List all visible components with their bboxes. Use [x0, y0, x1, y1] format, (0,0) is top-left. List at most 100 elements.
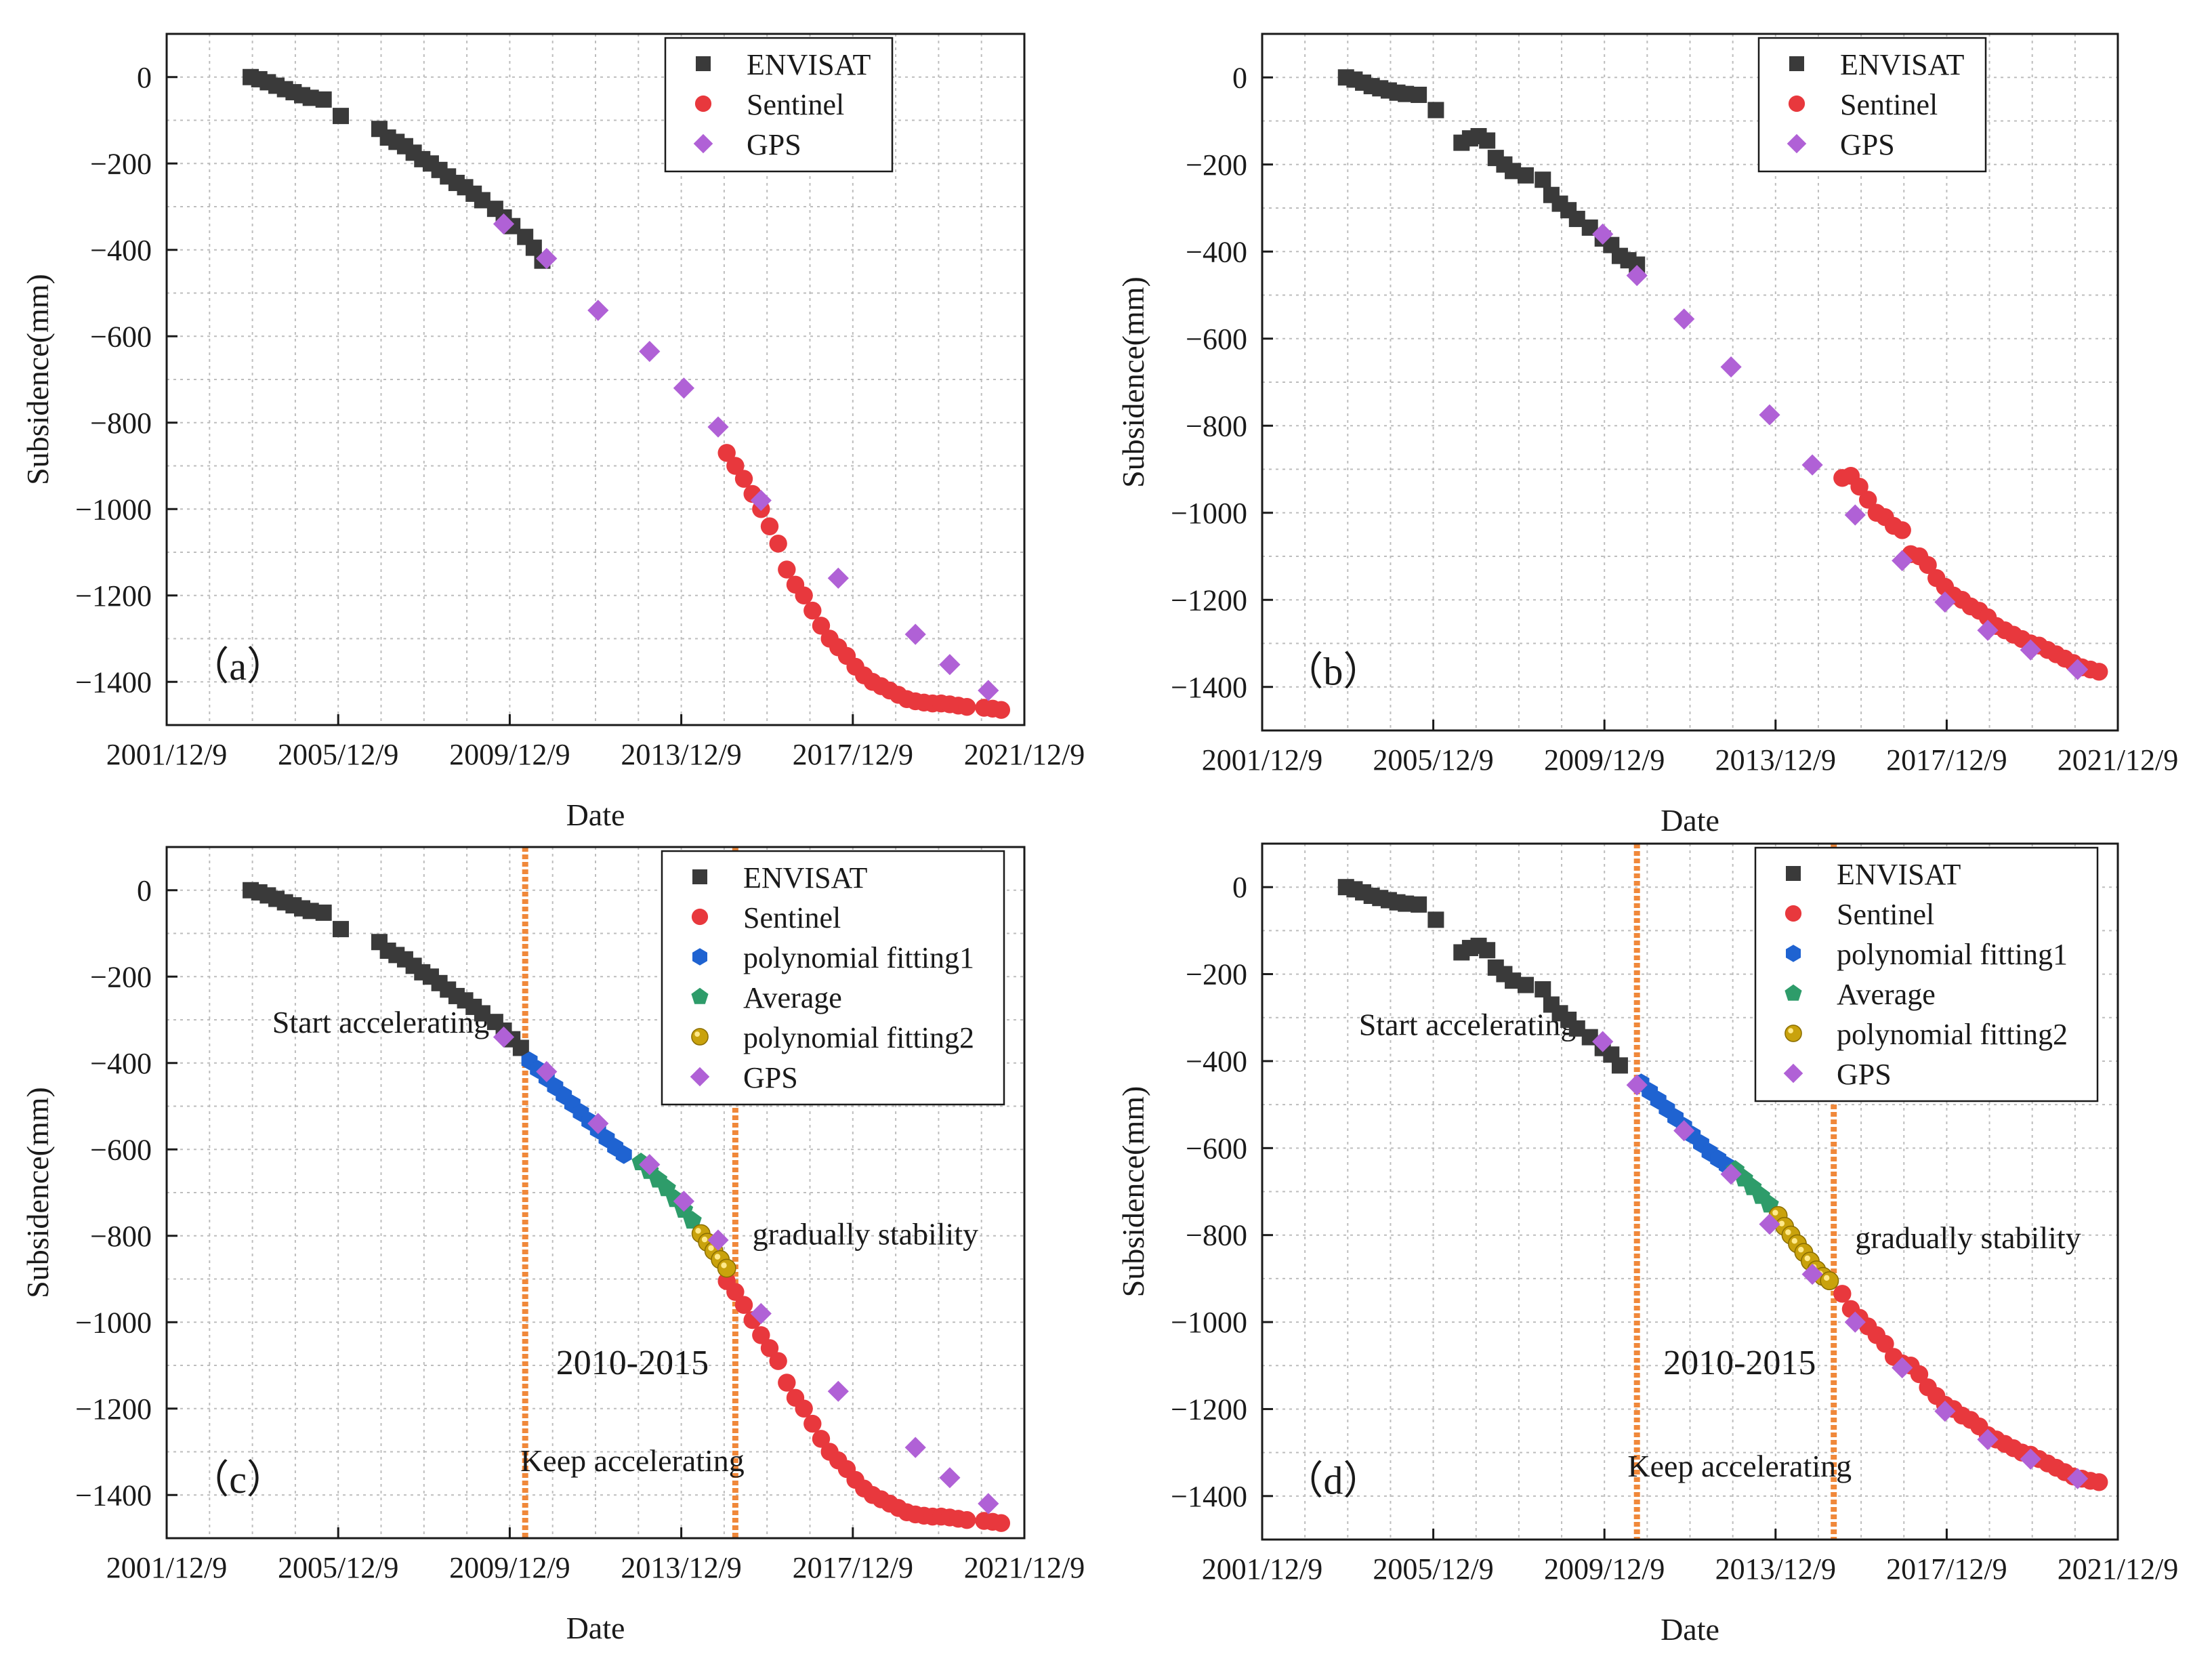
y-tick-label: −800 — [1186, 409, 1247, 442]
data-point — [717, 444, 736, 462]
data-point — [332, 108, 349, 125]
series-sentinel — [717, 444, 1011, 719]
legend-label: polynomial fitting2 — [743, 1021, 974, 1054]
data-point-highlight — [1785, 1229, 1791, 1235]
data-point — [992, 701, 1011, 719]
x-tick-label: 2021/12/9 — [964, 1551, 1085, 1584]
data-point — [717, 1258, 736, 1278]
data-point — [734, 1296, 753, 1314]
data-point — [1934, 591, 1956, 613]
data-point — [795, 1399, 813, 1418]
data-point — [992, 1514, 1011, 1532]
x-tick-label: 2013/12/9 — [621, 1551, 741, 1584]
data-point — [615, 1145, 632, 1164]
series-polynomial-fitting2 — [691, 1224, 736, 1278]
x-axis-title: Date — [1661, 803, 1719, 838]
data-point — [1592, 223, 1614, 245]
data-point — [827, 567, 849, 589]
data-point — [778, 560, 796, 579]
legend-label: GPS — [747, 128, 801, 161]
data-point — [939, 1467, 961, 1489]
y-tick-label: 0 — [1232, 871, 1247, 904]
legend-marker-square — [1789, 56, 1804, 71]
legend-box — [1754, 846, 2099, 1102]
data-point — [1673, 1120, 1695, 1142]
legend-label: ENVISAT — [743, 861, 867, 894]
y-tick-label: −400 — [1186, 235, 1247, 268]
legend-marker-diamond — [1783, 1063, 1803, 1084]
y-tick-label: −800 — [90, 407, 152, 440]
annotation: gradually stability — [1855, 1220, 2081, 1255]
data-point-highlight — [708, 1245, 714, 1252]
x-tick-label: 2021/12/9 — [964, 738, 1085, 771]
data-point — [778, 1374, 796, 1392]
data-point — [957, 1511, 976, 1529]
data-point — [1934, 1401, 1956, 1422]
plot-frame — [165, 846, 1026, 1540]
data-point — [1411, 896, 1427, 913]
data-point — [1844, 1311, 1866, 1333]
data-point — [1411, 86, 1427, 103]
data-point — [1876, 1334, 1894, 1353]
series-gps — [1592, 223, 2089, 680]
legend-label: GPS — [743, 1061, 798, 1094]
data-point — [332, 921, 349, 938]
series-polynomial-fitting2 — [1768, 1205, 1839, 1291]
series-sentinel — [717, 1272, 1011, 1532]
data-point — [1479, 942, 1496, 959]
data-point — [1611, 1057, 1628, 1074]
y-tick-label: −200 — [1186, 958, 1247, 991]
data-point — [1759, 404, 1780, 426]
series-gps — [1592, 1031, 2089, 1489]
legend-label: ENVISAT — [1840, 48, 1964, 81]
data-point-highlight — [1804, 1255, 1810, 1262]
series-sentinel — [1833, 466, 2108, 681]
y-tick-label: −200 — [90, 960, 152, 993]
data-point-highlight — [721, 1262, 727, 1268]
x-tick-label: 2009/12/9 — [449, 738, 570, 771]
legend: ENVISAT Sentinel GPS — [664, 37, 894, 173]
y-tick-label: −400 — [90, 234, 152, 267]
data-point-highlight — [695, 1228, 701, 1234]
data-point — [1592, 1031, 1614, 1052]
chart-panel-d: 2001/12/9 2005/12/9 2009/12/9 2013/12/9 2017… — [1116, 842, 2178, 1647]
data-point — [1518, 976, 1535, 993]
data-point — [939, 654, 961, 676]
x-tick-label: 2001/12/9 — [106, 738, 227, 771]
data-point — [1626, 1074, 1648, 1096]
data-point — [2067, 659, 2089, 680]
y-tick-label: −1400 — [75, 1479, 152, 1512]
legend-marker-pentagon — [691, 987, 709, 1004]
data-point — [1859, 491, 1877, 509]
data-point — [2020, 639, 2041, 661]
y-tick-label: 0 — [1232, 61, 1247, 94]
legend: ENVISAT Sentinel GPS — [1757, 37, 1987, 173]
data-point-highlight — [1778, 1220, 1785, 1226]
data-point — [1977, 1428, 1999, 1450]
legend-marker-sphere — [1785, 1025, 1802, 1042]
data-point — [1977, 619, 1999, 641]
legend-label: Sentinel — [743, 901, 841, 934]
legend-marker-sphere-highlight — [1788, 1028, 1793, 1033]
series-gps — [493, 1026, 999, 1514]
legend-marker-hexagon — [1786, 945, 1801, 962]
legend-label: ENVISAT — [1837, 858, 1961, 891]
data-point — [587, 300, 609, 321]
y-tick-label: −200 — [90, 147, 152, 180]
panel-label: （a） — [190, 644, 286, 688]
y-tick-label: 0 — [137, 61, 152, 94]
legend: ENVISAT Sentinel polynomial fitting1 Averag… — [1754, 846, 2099, 1102]
data-point — [1919, 556, 1937, 575]
x-tick-label: 2017/12/9 — [1886, 1552, 2007, 1586]
y-tick-label: 0 — [137, 874, 152, 907]
x-tick-label: 2013/12/9 — [1715, 743, 1836, 777]
x-tick-label: 2005/12/9 — [278, 738, 398, 771]
data-point — [1518, 167, 1535, 184]
x-tick-label: 2021/12/9 — [2058, 1552, 2178, 1586]
data-point — [978, 680, 999, 701]
y-axis-title: Subsidence(mm) — [20, 1087, 55, 1298]
data-point — [2020, 1448, 2041, 1470]
panel-label: （c） — [190, 1458, 286, 1502]
data-point — [769, 1352, 787, 1370]
legend-label: Average — [743, 981, 842, 1014]
